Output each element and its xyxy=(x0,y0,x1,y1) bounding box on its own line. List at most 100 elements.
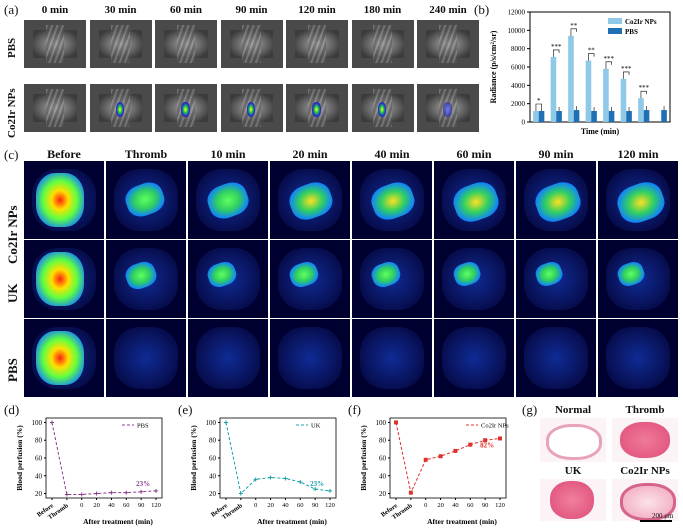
panel-a-row-label: Co2Ir NPs xyxy=(6,88,18,138)
perfusion-image xyxy=(598,319,678,397)
panel-c-row-label: Co2Ir NPs xyxy=(5,205,20,264)
mouse-image xyxy=(220,84,283,132)
scale-bar xyxy=(640,520,672,522)
y-tick-label: 40 xyxy=(379,472,387,480)
y-tick-label: 6000 xyxy=(511,64,526,72)
x-tick-label: 40 xyxy=(108,502,115,509)
x-tick-label: 120 xyxy=(151,502,161,509)
panel-c-col-header: 40 min xyxy=(374,147,410,161)
y-tick-label: 80 xyxy=(209,437,217,445)
data-point xyxy=(238,491,243,496)
legend-swatch xyxy=(608,28,622,34)
x-tick-label: 0 xyxy=(424,502,427,509)
x-tick-label: 120 xyxy=(495,502,505,509)
y-tick-label: 2000 xyxy=(511,100,526,108)
perfusion-image xyxy=(24,161,104,239)
histology-title-normal: Normal xyxy=(554,404,592,416)
bar xyxy=(568,35,574,123)
y-tick-label: 4000 xyxy=(511,82,526,90)
data-point xyxy=(498,436,502,441)
panel-c-row-label: PBS xyxy=(5,358,20,382)
y-tick-label: 12000 xyxy=(508,9,526,17)
panel-a-col-header: 60 min xyxy=(169,4,203,16)
perfusion-image xyxy=(188,240,268,318)
panel-a-row-label: PBS xyxy=(6,37,18,58)
significance-bracket xyxy=(535,103,542,107)
mouse-image xyxy=(286,20,348,68)
mouse-image xyxy=(89,20,152,68)
legend-label: Co2Ir NPs xyxy=(481,423,509,430)
x-axis-label: After treatment (min) xyxy=(83,517,153,526)
y-tick-label: 40 xyxy=(209,472,217,480)
histology-uk-image xyxy=(540,479,606,521)
mouse-image xyxy=(286,84,348,132)
histology-title-uk: UK xyxy=(564,465,582,477)
panel-c-col-header: 90 min xyxy=(538,147,574,161)
data-point xyxy=(453,448,458,453)
mouse-image xyxy=(220,20,283,68)
panel-f-label: (f) xyxy=(348,402,361,417)
panel-c-col-header: 120 min xyxy=(617,147,659,161)
data-point xyxy=(154,488,158,493)
data-point xyxy=(298,480,303,484)
data-point xyxy=(253,477,258,482)
bar xyxy=(573,110,580,122)
data-point xyxy=(94,491,99,496)
y-tick-label: 0 xyxy=(522,119,526,127)
data-point xyxy=(408,490,413,495)
data-point xyxy=(268,475,273,480)
bar xyxy=(620,78,627,122)
perfusion-image xyxy=(434,240,514,318)
x-tick-label: 20 xyxy=(437,502,444,509)
panel-b-label: (b) xyxy=(474,2,490,17)
mouse-image xyxy=(351,84,414,132)
mouse-image xyxy=(155,20,217,68)
perfusion-image xyxy=(598,161,678,239)
data-point xyxy=(50,420,54,425)
panel-a-col-header: 0 min xyxy=(41,4,69,16)
perfusion-image xyxy=(106,319,186,397)
perfusion-image xyxy=(434,319,514,397)
scale-bar-label: 200 μm xyxy=(652,512,674,520)
data-point xyxy=(224,420,228,425)
bar xyxy=(661,110,667,122)
y-axis-label: Radiance (p/s/cm²/sr) xyxy=(489,30,498,103)
legend-label: PBS xyxy=(625,28,638,36)
x-axis-label: After treatment (min) xyxy=(257,517,327,526)
y-tick-label: 100 xyxy=(376,419,387,427)
bar xyxy=(638,98,644,122)
mouse-image xyxy=(24,20,86,68)
significance-label: ** xyxy=(570,22,578,30)
panel-c-col-header: 60 min xyxy=(456,147,492,161)
panel-c-label: (c) xyxy=(4,147,19,162)
y-axis-label: Blood perfusion (%) xyxy=(15,425,24,491)
mouse-image xyxy=(417,84,479,132)
x-tick-label: 20 xyxy=(267,502,274,509)
bar xyxy=(643,110,650,122)
perfusion-image xyxy=(516,240,596,318)
perfusion-image xyxy=(24,240,104,318)
annotation: 23% xyxy=(136,480,150,488)
panel-c-row-label: UK xyxy=(5,283,20,304)
significance-label: *** xyxy=(639,84,650,92)
y-tick-label: 100 xyxy=(32,419,43,427)
x-tick-label: 40 xyxy=(282,502,289,509)
radiance-bar-chart: 020004000600080001000012000*************… xyxy=(489,9,671,136)
perfusion-image xyxy=(434,161,514,239)
y-tick-label: 100 xyxy=(206,419,217,427)
y-tick-label: 60 xyxy=(209,455,217,463)
panel-c-col-header: Thromb xyxy=(124,147,168,161)
x-tick-label: 90 xyxy=(482,502,489,509)
data-point xyxy=(124,490,129,495)
bar xyxy=(556,111,562,122)
perfusion-image xyxy=(516,319,596,397)
significance-label: *** xyxy=(604,55,615,63)
perfusion-image xyxy=(270,240,350,318)
perfusion-image xyxy=(598,240,678,318)
x-tick-label: 90 xyxy=(138,502,145,509)
panel-a-col-header: 30 min xyxy=(104,4,137,16)
y-tick-label: 20 xyxy=(209,490,217,498)
significance-bracket xyxy=(623,71,630,75)
